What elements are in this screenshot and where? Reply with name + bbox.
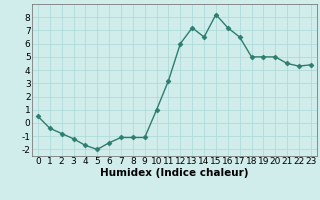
X-axis label: Humidex (Indice chaleur): Humidex (Indice chaleur) [100, 168, 249, 178]
